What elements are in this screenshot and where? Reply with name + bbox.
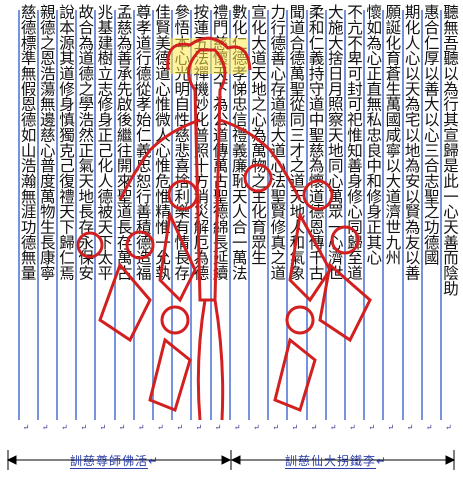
text-column: 參悟本心光明自性慈悲喜捨利樂有情長存 ↵ — [171, 4, 191, 432]
column-rule-line — [132, 10, 135, 420]
column-rule-line — [286, 10, 289, 420]
text-column: 孟慈為善承先啟後繼往開來聖道長存萬古 ↵ — [113, 4, 133, 432]
column-text: 聞道合德萬聖從同三才之道天地人和氣象 — [287, 4, 306, 281]
column-rule-line — [248, 10, 250, 420]
text-column: 柔和仁義持守道中聖慈為懷道德恩傳千古 ↵ — [305, 4, 325, 432]
return-mark: ↵ — [425, 423, 433, 432]
column-rule-line — [75, 10, 78, 420]
column-rule-line — [228, 10, 231, 420]
column-text: 禮門慈懷天下為公道傳萬古聖德綿長延續 — [210, 4, 229, 281]
return-mark: ↵ — [41, 423, 49, 432]
text-column: 按蓮五法禪機妙化普照十方消災解厄為德 ↵ — [190, 4, 210, 432]
text-column: 故合為道德之學浩然正氣天地長存永保安 ↵ — [75, 4, 95, 432]
column-text: 兆基建樹立志修身正己化人德被天下太平 — [95, 4, 114, 281]
column-rule-line — [401, 10, 404, 420]
text-column: 願誕化育蒼生萬國咸寧以大道濟世九州 ↵ — [382, 4, 402, 432]
column-text: 願誕化育蒼生萬國咸寧以大道濟世九州 — [383, 4, 402, 265]
return-mark: ↵ — [22, 423, 30, 432]
column-text: 大施大捨日月照察天地同心萬眾一心濟世 — [325, 4, 344, 281]
text-column: 親德之恩浩蕩無邊慈心普度萬物生長康寧 ↵ — [36, 4, 56, 432]
return-mark: ↵ — [291, 423, 299, 432]
text-column: 慈德標準無假恩德如山浩瀚無涯功德無量 ↵ — [17, 4, 37, 432]
return-mark: ↵ — [445, 423, 452, 432]
text-column: 兆基建樹立志修身正己化人德被天下太平 ↵ — [94, 4, 114, 432]
text-column: 不亢不卑可封可祀惟知善身修心同歸至道 ↵ — [344, 4, 363, 432]
column-rule-line — [94, 10, 97, 420]
column-rule-line — [267, 10, 270, 420]
text-column: 禮門慈懷天下為公道傳萬古聖德綿長延續 ↵ — [209, 4, 229, 432]
return-mark: ↵ — [406, 423, 414, 432]
text-column: 數化仁德孝悌忠信禮義廉恥天人合一萬法 ↵ — [228, 4, 248, 432]
column-text: 聽無吾聽以為行其宣歸是此一心天善而陰助 — [441, 4, 459, 296]
column-text: 參悟本心光明自性慈悲喜捨利樂有情長存 — [172, 4, 191, 281]
text-column: 力行德善心存道德大道心法聖賢修真之道 ↵ — [267, 4, 287, 432]
column-rule-line — [420, 10, 423, 420]
return-mark: ↵ — [329, 423, 337, 432]
column-text: 孟慈為善承先啟後繼往開來聖道長存萬古 — [114, 4, 133, 281]
column-text: 按蓮五法禪機妙化普照十方消災解厄為德 — [191, 4, 210, 281]
column-text: 佳賢美德道心惟微人心惟危惟精惟一允執 — [153, 4, 171, 281]
return-mark: ↵ — [99, 423, 107, 432]
return-mark: ↵ — [310, 423, 318, 432]
text-column: 宣化大道天地之心為萬物之主化育眾生 ↵ — [248, 4, 267, 432]
column-text: 力行德善心存道德大道心法聖賢修真之道 — [268, 4, 287, 281]
return-mark: ↵ — [80, 423, 87, 432]
column-text: 故合為道德之學浩然正氣天地長存永保安 — [76, 4, 95, 281]
left-caption: 訓慈尊師佛活↵ — [70, 454, 160, 469]
text-column: 說本源其道修身慎獨克己復禮天下歸仁焉 ↵ — [56, 4, 75, 432]
column-rule-line — [363, 10, 366, 420]
return-mark: ↵ — [233, 423, 241, 432]
text-column: 尊孝道行德從孝始仁義忠恕行善積德造福 ↵ — [132, 4, 152, 432]
text-column: 大施大捨日月照察天地同心萬眾一心濟世 ↵ — [324, 4, 344, 432]
column-text: 期化人心以天為宅以地為安以賢為友以善 — [402, 4, 421, 281]
column-text: 親德之恩浩蕩無邊慈心普度萬物生長康寧 — [37, 4, 56, 281]
return-mark: ↵ — [253, 423, 260, 432]
column-text: 柔和仁義持守道中聖慈為懷道德恩傳千古 — [306, 4, 325, 281]
column-rule-line — [344, 10, 346, 420]
return-mark: ↵ — [137, 423, 145, 432]
return-mark: ↵ — [195, 423, 203, 432]
column-text: 說本源其道修身慎獨克己復禮天下歸仁焉 — [57, 4, 75, 281]
text-column: 期化人心以天為宅以地為安以賢為友以善 ↵ — [401, 4, 421, 432]
text-column: 聞道合德萬聖從同三才之道天地人和氣象 ↵ — [286, 4, 306, 432]
right-caption: 訓慈仙大拐鐵李↵ — [285, 454, 388, 469]
return-mark: ↵ — [387, 423, 395, 432]
column-rule-line — [56, 10, 58, 420]
column-rule-line — [440, 10, 442, 420]
vertical-text-columns: 聽無吾聽以為行其宣歸是此一心天善而陰助 ↵ 惠合仁厚以善大以心三合志聖之功德國 ↵ 期化… — [17, 4, 459, 432]
return-mark: ↵ — [176, 423, 183, 432]
column-rule-line — [113, 10, 116, 420]
return-mark: ↵ — [214, 423, 222, 432]
column-text: 數化仁德孝悌忠信禮義廉恥天人合一萬法 — [229, 4, 248, 281]
column-rule-line — [382, 10, 385, 420]
return-mark: ↵ — [61, 423, 68, 432]
return-mark: ↵ — [272, 423, 279, 432]
caption-arrows — [6, 450, 456, 470]
text-column: 聽無吾聽以為行其宣歸是此一心天善而陰助 ↵ — [440, 4, 459, 432]
return-mark: ↵ — [368, 423, 375, 432]
column-rule-line — [36, 10, 39, 420]
column-text: 惠合仁厚以善大以心三合志聖之功德國 — [421, 4, 440, 265]
column-rule-line — [17, 10, 20, 420]
column-text: 慈德標準無假恩德如山浩瀚無涯功德無量 — [18, 4, 37, 281]
text-column: 佳賢美德道心惟微人心惟危惟精惟一允執 ↵ — [152, 4, 171, 432]
text-column: 懷如為心正直無私忠良中和修身正其心 ↵ — [363, 4, 383, 432]
text-column: 惠合仁厚以善大以心三合志聖之功德國 ↵ — [420, 4, 440, 432]
return-mark: ↵ — [349, 423, 356, 432]
column-text: 懷如為心正直無私忠良中和修身正其心 — [364, 4, 383, 265]
column-text: 宣化大道天地之心為萬物之主化育眾生 — [249, 4, 267, 265]
return-mark: ↵ — [118, 423, 126, 432]
column-rule-line — [152, 10, 154, 420]
caption-footer: 訓慈尊師佛活↵ 訓慈仙大拐鐵李↵ — [0, 440, 463, 480]
column-text: 尊孝道行德從孝始仁義忠恕行善積德造福 — [133, 4, 152, 281]
return-mark: ↵ — [157, 423, 164, 432]
column-text: 不亢不卑可封可祀惟知善身修心同歸至道 — [345, 4, 363, 281]
